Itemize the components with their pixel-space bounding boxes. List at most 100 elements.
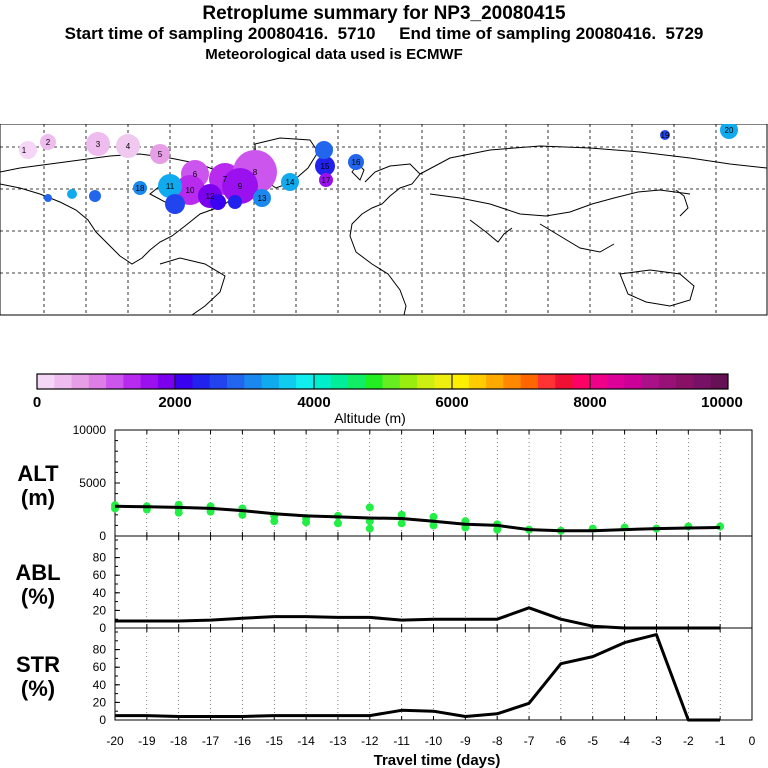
colorbar-cell: [347, 374, 366, 389]
map-label: 20: [725, 126, 734, 135]
colorbar-cell: [486, 374, 504, 389]
colorbar-cell: [693, 374, 712, 389]
colorbar-cell: [157, 374, 176, 389]
colorbar-cell: [451, 374, 470, 389]
plume-labels: 1 2 3 4 5 6 7 8 9 10 11 12 13 14 15 16 1…: [22, 126, 734, 203]
map-label: 1: [22, 146, 27, 155]
colorbar-cell: [520, 374, 539, 389]
x-tick-label: -19: [138, 734, 156, 748]
colorbar-cell: [676, 374, 694, 389]
colorbar-cell: [624, 374, 643, 389]
map-label: 15: [321, 162, 330, 171]
panel-unit: (m): [21, 485, 55, 510]
x-tick-label: -2: [683, 734, 694, 748]
y-tick-label: 40: [93, 586, 107, 600]
x-tick-label: -12: [361, 734, 379, 748]
map-label: 8: [253, 168, 258, 177]
map-label: 17: [322, 176, 331, 185]
y-tick-label: 20: [93, 603, 107, 617]
map-label: 16: [352, 158, 361, 167]
colorbar-cell: [555, 374, 574, 389]
y-tick-label: 0: [99, 529, 106, 543]
panel-label: ABL: [15, 560, 60, 585]
colorbar-cell: [37, 374, 55, 389]
alt-panel: 10000 5000 0 ALT(m): [17, 425, 753, 543]
x-tick-label: -14: [297, 734, 315, 748]
colorbar-cell: [537, 374, 556, 389]
plume-markers: [19, 124, 738, 214]
altitude-point: [365, 503, 374, 512]
map-frame: [0, 124, 768, 316]
map-label: 4: [126, 142, 131, 151]
y-tick-label: 5000: [79, 476, 106, 490]
altitude-colorbar: 0 2000 4000 6000 8000 10000 Altitude (m): [33, 373, 743, 426]
map-label: 10: [186, 186, 195, 195]
panel-frame: [114, 535, 753, 629]
colorbar-cell: [140, 374, 159, 389]
colorbar-cell: [710, 374, 729, 389]
map-label: 3: [96, 140, 101, 149]
x-tick-label: -10: [425, 734, 443, 748]
colorbar-cells: [37, 374, 729, 389]
altitude-point: [429, 521, 438, 530]
y-tick-label: 40: [93, 678, 107, 692]
x-tick-label: -8: [492, 734, 503, 748]
colorbar-tick: 6000: [435, 394, 468, 411]
altitude-point: [174, 508, 183, 517]
colorbar-cell: [589, 374, 608, 389]
y-tick-label: 60: [93, 660, 107, 674]
panel-label: STR: [16, 652, 60, 677]
coastlines: [0, 137, 768, 316]
chart-title: Retroplume summary for NP3_20080415: [202, 3, 566, 24]
map-label: 2: [46, 138, 51, 147]
colorbar-cell: [330, 374, 349, 389]
y-tick-label: 0: [99, 713, 106, 727]
colorbar-cell: [399, 374, 418, 389]
panel-unit: (%): [21, 676, 55, 701]
altitude-point: [365, 524, 374, 533]
y-tick-label: 80: [93, 551, 107, 565]
colorbar-cell: [278, 374, 297, 389]
x-tick-label: 0: [749, 734, 756, 748]
map-label: 6: [193, 170, 198, 179]
map-label: 18: [136, 184, 145, 193]
colorbar-cell: [244, 374, 263, 389]
y-tick-label: 0: [99, 621, 106, 635]
map-label: 13: [258, 194, 267, 203]
panel-label: ALT: [17, 461, 59, 486]
colorbar-cell: [227, 374, 245, 389]
colorbar-cell: [261, 374, 280, 389]
series-line: [114, 504, 721, 533]
map-label: 19: [661, 131, 670, 140]
map-label: 5: [158, 150, 163, 159]
colorbar-tick: 10000: [701, 394, 743, 411]
y-tick-label: 60: [93, 568, 107, 582]
colorbar-cell: [123, 374, 142, 389]
colorbar-cell: [106, 374, 124, 389]
colorbar-cell: [313, 374, 332, 389]
y-tick-label: 10000: [73, 425, 107, 437]
map-label: 11: [166, 182, 175, 191]
panel-unit: (%): [21, 584, 55, 609]
x-tick-label: -9: [460, 734, 471, 748]
x-tick-label: -13: [329, 734, 347, 748]
series-line: [115, 633, 721, 722]
retroplume-map: 1 2 3 4 5 6 7 8 9 10 11 12 13 14 15 16 1…: [0, 124, 768, 316]
colorbar-cell: [175, 374, 193, 389]
colorbar-tick: 8000: [573, 394, 606, 411]
colorbar-tick: 2000: [158, 394, 191, 411]
x-tick-label: -1: [715, 734, 726, 748]
altitude-point: [302, 518, 311, 527]
colorbar-frame: [36, 373, 729, 390]
colorbar-cell: [417, 374, 435, 389]
colorbar-dividers: [174, 374, 591, 389]
colorbar-cell: [88, 374, 107, 389]
colorbar-cell: [503, 374, 522, 389]
x-tick-label: -6: [556, 734, 567, 748]
colorbar-cell: [296, 374, 314, 389]
met-data-line: Meteorological data used is ECMWF: [205, 46, 463, 63]
x-tick-label: -11: [393, 734, 410, 748]
x-tick-label: -4: [619, 734, 630, 748]
map-label: 14: [286, 178, 295, 187]
